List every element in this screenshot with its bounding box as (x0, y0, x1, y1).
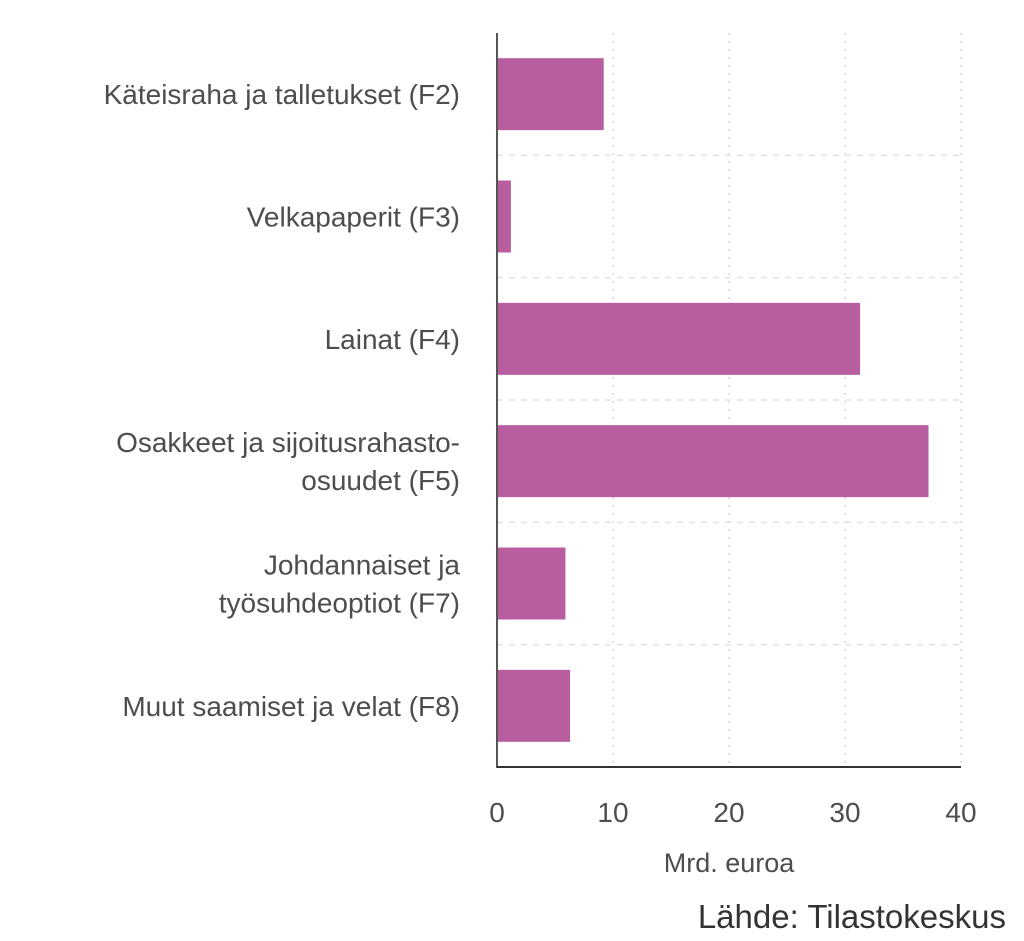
x-tick-label: 10 (597, 797, 628, 828)
bar (497, 58, 604, 131)
category-label: Käteisraha ja talletukset (F2) (104, 79, 460, 110)
x-tick-label: 0 (489, 797, 505, 828)
category-label: työsuhdeoptiot (F7) (219, 588, 460, 619)
x-tick-label: 30 (829, 797, 860, 828)
bar (497, 302, 861, 375)
category-label: Osakkeet ja sijoitusrahasto- (116, 427, 460, 458)
category-label: osuudet (F5) (301, 465, 460, 496)
x-axis-title: Mrd. euroa (664, 848, 796, 878)
x-tick-label: 20 (713, 797, 744, 828)
bar (497, 547, 566, 620)
category-label: Muut saamiset ja velat (F8) (122, 691, 460, 722)
category-label: Velkapaperit (F3) (247, 202, 460, 233)
x-tick-label: 40 (945, 797, 976, 828)
bar (497, 425, 929, 498)
bar (497, 180, 511, 253)
bar (497, 669, 571, 742)
source-note: Lähde: Tilastokeskus (697, 898, 1006, 935)
category-label: Lainat (F4) (325, 324, 460, 355)
category-label: Johdannaiset ja (264, 550, 461, 581)
